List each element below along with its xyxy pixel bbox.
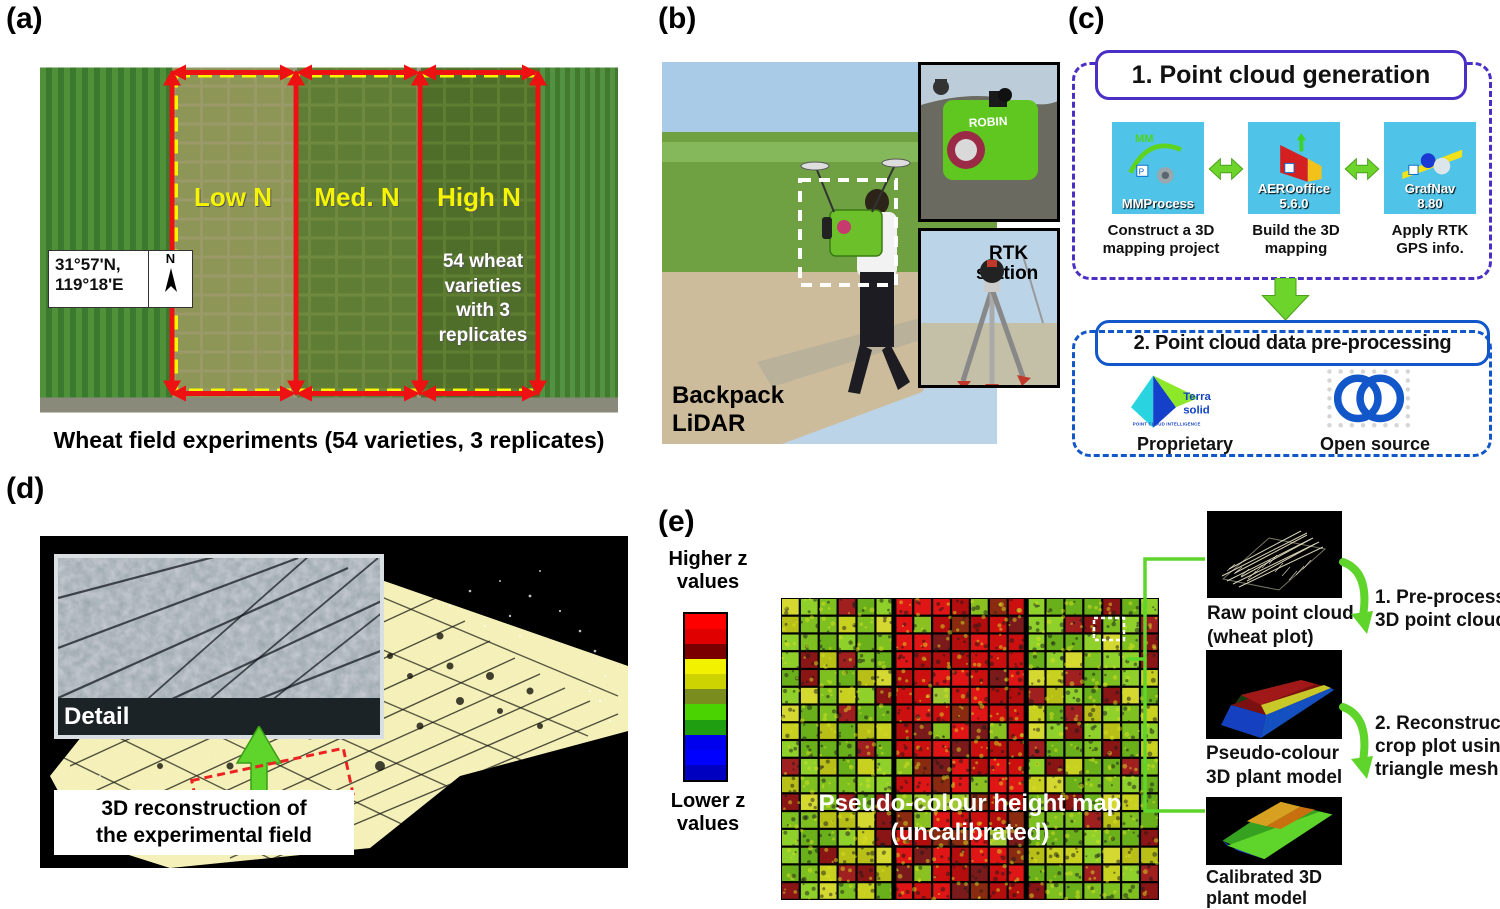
svg-text:Terra: Terra — [1183, 391, 1211, 403]
svg-text:P: P — [1139, 167, 1145, 176]
svg-text:POINT CLOUD INTELLIGENCE: POINT CLOUD INTELLIGENCE — [1133, 421, 1201, 426]
svg-text:solid: solid — [1183, 404, 1210, 416]
svg-text:ROBIN: ROBIN — [968, 114, 1007, 130]
svg-text:MM: MM — [1135, 133, 1153, 145]
